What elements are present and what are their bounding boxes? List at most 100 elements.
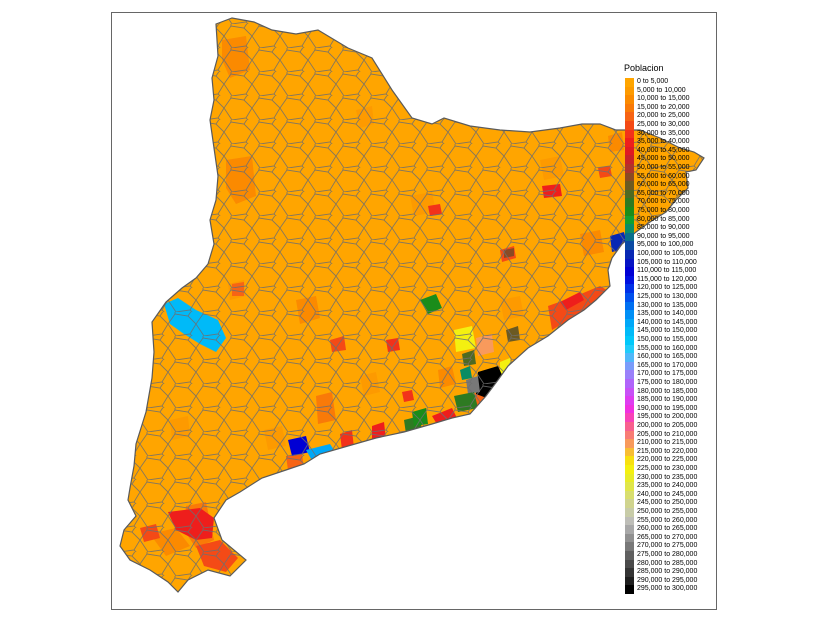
- legend-swatch: [625, 146, 634, 156]
- legend-entry: 285,000 to 290,000: [625, 568, 725, 577]
- legend-label: 100,000 to 105,000: [637, 250, 698, 257]
- legend-label: 75,000 to 80,000: [637, 207, 690, 214]
- legend-label: 70,000 to 75,000: [637, 198, 690, 206]
- legend-entry: 35,000 to 40,000: [625, 138, 725, 147]
- legend-label: 225,000 to 230,000: [637, 465, 698, 472]
- legend-swatch: [625, 86, 634, 96]
- legend-swatch: [625, 318, 634, 328]
- legend-label: 250,000 to 255,000: [637, 508, 698, 515]
- legend-entry: 110,000 to 115,000: [625, 267, 725, 276]
- legend-entry: 120,000 to 125,000: [625, 284, 725, 293]
- legend-swatch: [625, 224, 634, 233]
- legend-swatch: [625, 396, 634, 405]
- legend-swatch: [625, 456, 634, 465]
- legend-swatch: [625, 465, 634, 474]
- legend-label: 40,000 to 45,000: [637, 146, 690, 154]
- legend-swatch: [625, 551, 634, 560]
- legend-entry: 165,000 to 170,000: [625, 361, 725, 371]
- legend-entry: 190,000 to 195,000: [625, 404, 725, 414]
- legend-swatch: [625, 198, 634, 207]
- legend-title: Poblacion: [624, 63, 664, 73]
- legend-swatch: [625, 275, 634, 285]
- legend-label: 0 to 5,000: [637, 78, 669, 85]
- legend-entry: 240,000 to 245,000: [625, 490, 725, 500]
- legend-swatch: [625, 95, 634, 104]
- legend-swatch: [625, 568, 634, 577]
- legend-entry: 160,000 to 165,000: [625, 353, 725, 362]
- legend-label: 295,000 to 300,000: [637, 585, 698, 593]
- legend-label: 260,000 to 265,000: [637, 525, 698, 533]
- legend-entry: 30,000 to 35,000: [625, 129, 725, 139]
- legend-entry: 60,000 to 65,000: [625, 181, 725, 190]
- legend-entry: 280,000 to 285,000: [625, 559, 725, 569]
- legend-entry: 130,000 to 135,000: [625, 301, 725, 311]
- legend-label: 120,000 to 125,000: [637, 284, 698, 292]
- legend-swatch: [625, 129, 634, 139]
- legend-entry: 125,000 to 130,000: [625, 293, 725, 302]
- legend-label: 90,000 to 95,000: [637, 232, 690, 240]
- legend-label: 5,000 to 10,000: [637, 86, 686, 94]
- legend-entry: 180,000 to 185,000: [625, 387, 725, 397]
- legend-entry: 175,000 to 180,000: [625, 379, 725, 388]
- legend-swatch: [625, 172, 634, 182]
- legend-label: 190,000 to 195,000: [637, 404, 698, 412]
- legend-swatch: [625, 344, 634, 354]
- legend-entry: 170,000 to 175,000: [625, 370, 725, 379]
- legend-entry: 260,000 to 265,000: [625, 525, 725, 534]
- legend-label: 220,000 to 225,000: [637, 456, 698, 464]
- legend-entry: 230,000 to 235,000: [625, 473, 725, 483]
- legend-swatch: [625, 327, 634, 336]
- legend-swatch: [625, 533, 634, 543]
- legend-label: 275,000 to 280,000: [637, 551, 698, 558]
- legend-swatch: [625, 310, 634, 319]
- legend-swatch: [625, 267, 634, 276]
- legend-swatch: [625, 164, 634, 173]
- legend-entry: 45,000 to 50,000: [625, 155, 725, 164]
- legend-label: 150,000 to 155,000: [637, 336, 698, 343]
- legend-entry: 135,000 to 140,000: [625, 310, 725, 319]
- legend-swatch: [625, 482, 634, 491]
- legend-label: 215,000 to 220,000: [637, 447, 698, 455]
- legend-entry: 75,000 to 80,000: [625, 207, 725, 216]
- legend-label: 160,000 to 165,000: [637, 353, 698, 361]
- legend-swatch: [625, 112, 634, 121]
- legend-swatch: [625, 525, 634, 534]
- legend-label: 35,000 to 40,000: [637, 138, 690, 146]
- legend-label: 105,000 to 110,000: [637, 258, 697, 266]
- legend-entry: 50,000 to 55,000: [625, 164, 725, 173]
- legend-entry: 10,000 to 15,000: [625, 95, 725, 104]
- legend-label: 20,000 to 25,000: [637, 112, 690, 120]
- legend-label: 125,000 to 130,000: [637, 293, 698, 300]
- legend-label: 265,000 to 270,000: [637, 533, 698, 541]
- legend-entry: 225,000 to 230,000: [625, 465, 725, 474]
- legend-swatch: [625, 121, 634, 130]
- legend-swatch: [625, 215, 634, 225]
- legend-swatch: [625, 336, 634, 345]
- legend-entry: 0 to 5,000: [625, 78, 725, 87]
- legend-entry: 5,000 to 10,000: [625, 86, 725, 96]
- legend-label: 240,000 to 245,000: [637, 490, 698, 498]
- legend-entry: 205,000 to 210,000: [625, 430, 725, 440]
- legend-label: 210,000 to 215,000: [637, 439, 698, 447]
- legend-label: 25,000 to 30,000: [637, 121, 690, 128]
- legend-swatch: [625, 576, 634, 586]
- legend-entry: 245,000 to 250,000: [625, 499, 725, 508]
- legend-entry: 270,000 to 275,000: [625, 542, 725, 551]
- map-frame: [111, 12, 717, 610]
- legend-entry: 70,000 to 75,000: [625, 198, 725, 207]
- legend-entry: 85,000 to 90,000: [625, 224, 725, 233]
- legend-swatch: [625, 430, 634, 440]
- legend-entry: 255,000 to 260,000: [625, 516, 725, 526]
- legend-label: 115,000 to 120,000: [637, 275, 697, 283]
- legend-label: 55,000 to 60,000: [637, 172, 690, 180]
- legend-label: 165,000 to 170,000: [637, 361, 698, 369]
- legend-label: 185,000 to 190,000: [637, 396, 698, 404]
- legend-entry: 145,000 to 150,000: [625, 327, 725, 336]
- legend-entry: 150,000 to 155,000: [625, 336, 725, 345]
- legend-entry: 200,000 to 205,000: [625, 422, 725, 431]
- legend-entry: 210,000 to 215,000: [625, 439, 725, 448]
- legend-label: 45,000 to 50,000: [637, 155, 690, 163]
- legend-swatch: [625, 258, 634, 268]
- legend-swatch: [625, 78, 634, 87]
